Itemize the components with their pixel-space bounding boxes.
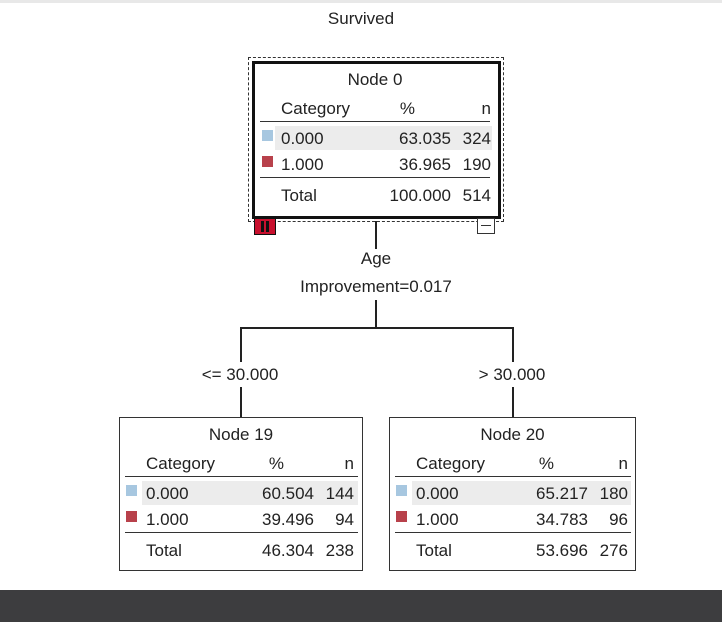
header-category: Category <box>146 454 215 473</box>
total-separator <box>395 532 631 533</box>
category-0-swatch <box>126 485 137 496</box>
header-separator <box>395 476 631 477</box>
root-connector <box>375 221 377 249</box>
header-separator <box>260 121 490 122</box>
row-0-percent: 63.035 <box>399 129 451 148</box>
node-title: Node 0 <box>347 70 403 89</box>
row-1-category: 1.000 <box>146 510 189 529</box>
right-branch-condition: > 30.000 <box>442 366 582 383</box>
header-category: Category <box>416 454 485 473</box>
category-1-swatch <box>396 511 407 522</box>
total-percent: 100.000 <box>389 186 451 205</box>
split-improvement: Improvement=0.017 <box>300 277 452 296</box>
left-branch-line <box>240 327 242 362</box>
row-0-category: 0.000 <box>146 484 189 503</box>
split-stem <box>375 300 377 328</box>
tree-title: Survived <box>327 9 395 28</box>
row-highlight <box>142 481 358 505</box>
bottom-bar <box>0 590 722 622</box>
row-1-n: 190 <box>462 155 491 174</box>
node-19-table: Node 19 Category % n 0.000 60.504 144 1.… <box>120 418 362 570</box>
top-strip <box>0 0 722 3</box>
header-percent: % <box>268 454 284 473</box>
row-1-percent: 36.965 <box>399 155 451 174</box>
total-percent: 53.696 <box>536 541 588 560</box>
header-percent: % <box>399 99 415 118</box>
category-0-swatch <box>396 485 407 496</box>
header-n: n <box>344 454 354 473</box>
category-1-swatch <box>126 511 137 522</box>
category-0-swatch <box>262 130 273 141</box>
total-separator <box>125 532 358 533</box>
row-0-percent: 60.504 <box>262 484 314 503</box>
row-highlight <box>412 481 631 505</box>
row-1-percent: 39.496 <box>262 510 314 529</box>
total-n: 238 <box>325 541 354 560</box>
total-n: 514 <box>462 186 491 205</box>
header-n: n <box>618 454 628 473</box>
row-highlight <box>275 126 492 150</box>
split-bar <box>240 327 514 329</box>
total-separator <box>260 177 490 178</box>
row-1-category: 1.000 <box>281 155 324 174</box>
header-percent: % <box>538 454 554 473</box>
header-separator <box>125 476 358 477</box>
row-0-category: 0.000 <box>281 129 324 148</box>
header-n: n <box>481 99 491 118</box>
row-0-category: 0.000 <box>416 484 459 503</box>
total-n: 276 <box>599 541 628 560</box>
row-0-n: 324 <box>462 129 491 148</box>
node-title: Node 20 <box>480 425 545 444</box>
right-branch-line <box>512 327 514 362</box>
row-0-percent: 65.217 <box>536 484 588 503</box>
category-1-swatch <box>262 156 273 167</box>
row-0-n: 180 <box>599 484 628 503</box>
header-category: Category <box>281 99 350 118</box>
total-label: Total <box>416 541 452 560</box>
left-branch-condition: <= 30.000 <box>170 366 310 383</box>
split-variable: Age <box>360 249 392 268</box>
node-0-table: Node 0 Category % n 0.000 63.035 324 1.0… <box>255 64 495 214</box>
node-20-table: Node 20 Category % n 0.000 65.217 180 1.… <box>390 418 635 570</box>
total-label: Total <box>281 186 317 205</box>
node-title: Node 19 <box>208 425 274 444</box>
row-1-percent: 34.783 <box>536 510 588 529</box>
minimize-node-button[interactable] <box>477 218 495 234</box>
node-selection-outline <box>248 57 504 222</box>
row-1-category: 1.000 <box>416 510 459 529</box>
collapse-node-handle[interactable] <box>254 218 276 235</box>
left-branch-line-lower <box>240 387 242 417</box>
total-label: Total <box>146 541 182 560</box>
row-1-n: 94 <box>335 510 354 529</box>
row-0-n: 144 <box>325 484 354 503</box>
row-1-n: 96 <box>609 510 628 529</box>
total-percent: 46.304 <box>262 541 314 560</box>
right-branch-line-lower <box>512 387 514 417</box>
